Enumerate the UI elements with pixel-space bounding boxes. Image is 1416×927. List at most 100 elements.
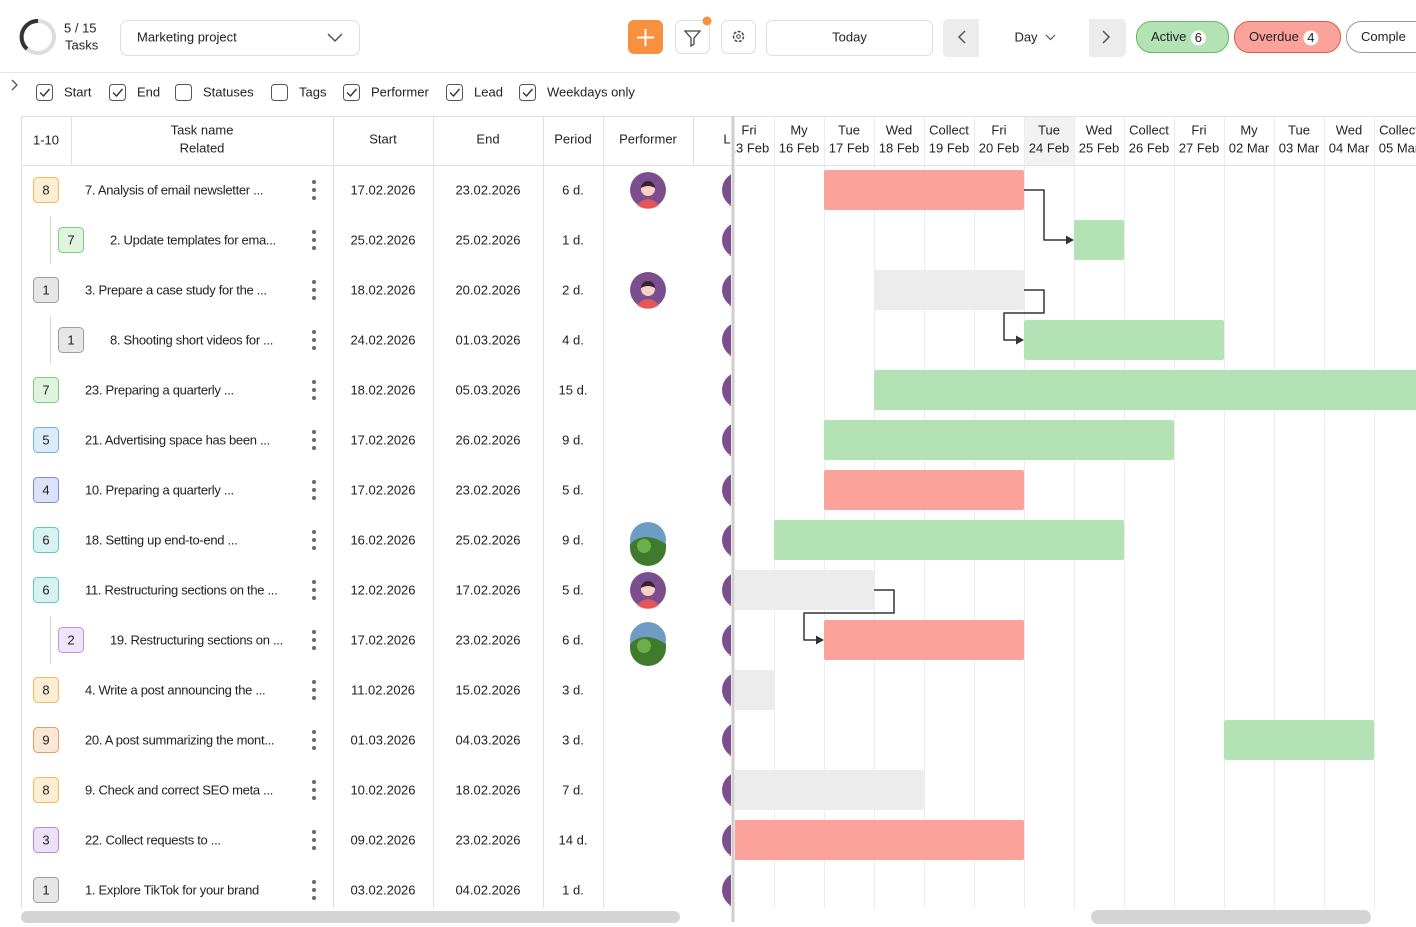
period: 5 d. [562, 582, 584, 597]
end-date: 01.03.2026 [455, 332, 520, 347]
kebab-dot [312, 546, 316, 550]
checkbox[interactable] [271, 84, 288, 101]
task-name[interactable]: 20. A post summarizing the mont... [85, 732, 275, 747]
task-bar[interactable] [824, 470, 1024, 510]
kebab-dot [312, 230, 316, 234]
avatar [722, 774, 731, 806]
end-date: 04.03.2026 [455, 732, 520, 747]
avatar-hair [641, 581, 655, 588]
day-date: 02 Mar [1229, 140, 1270, 155]
avatar [722, 874, 731, 906]
checkbox[interactable] [109, 84, 126, 101]
checkbox[interactable] [343, 84, 360, 101]
end-date: 23.02.2026 [455, 632, 520, 647]
next-icon[interactable] [1102, 30, 1111, 44]
dependency-arrow [1003, 289, 1045, 341]
task-bar[interactable] [724, 670, 774, 710]
task-name[interactable]: 23. Preparing a quarterly ... [85, 382, 234, 397]
day-weekday: Collect [1129, 122, 1169, 137]
col-header: Period [554, 131, 592, 146]
task-counter-label: Tasks [65, 37, 99, 52]
day-date: 17 Feb [829, 140, 869, 155]
scrollbar-right[interactable] [1091, 910, 1371, 924]
filter-label: Comple [1361, 29, 1406, 44]
day-weekday: Wed [1336, 122, 1363, 137]
priority-badge [33, 527, 59, 553]
day-weekday: Wed [1086, 122, 1113, 137]
checkmark [39, 88, 51, 98]
kebab-dot [312, 196, 316, 200]
start-date: 17.02.2026 [350, 182, 415, 197]
task-bar[interactable] [1024, 320, 1224, 360]
day-date: 26 Feb [1129, 140, 1169, 155]
priority-badge [33, 827, 59, 853]
scrollbar-left[interactable] [21, 911, 680, 923]
task-bar[interactable] [774, 520, 1124, 560]
task-name[interactable]: 21. Advertising space has been ... [85, 432, 270, 447]
task-bar[interactable] [874, 270, 1024, 310]
task-name[interactable]: 18. Setting up end-to-end ... [85, 532, 238, 547]
priority-badge [58, 227, 84, 253]
task-name[interactable]: 22. Collect requests to ... [85, 832, 221, 847]
prev-icon[interactable] [957, 30, 966, 44]
checkbox[interactable] [446, 84, 463, 101]
task-name[interactable]: 8. Shooting short videos for ... [110, 332, 273, 347]
priority-number: 6 [42, 532, 49, 547]
task-bar[interactable] [824, 620, 1024, 660]
avatar-body [637, 199, 659, 209]
avatar-hair [733, 731, 747, 738]
avatar [722, 474, 731, 506]
avatar-body [637, 299, 659, 309]
dependency-arrow [1024, 189, 1070, 241]
task-name[interactable]: 4. Write a post announcing the ... [85, 682, 266, 697]
filter-dot [702, 16, 712, 26]
checkbox[interactable] [175, 84, 192, 101]
task-bar[interactable] [1074, 220, 1124, 260]
checkbox[interactable] [36, 84, 53, 101]
task-name[interactable]: 10. Preparing a quarterly ... [85, 482, 234, 497]
task-bar[interactable] [824, 420, 1174, 460]
task-name[interactable]: 19. Restructuring sections on ... [110, 632, 283, 647]
collapse-icon[interactable] [11, 79, 18, 91]
today-button[interactable] [766, 20, 933, 56]
progress-arc [19, 18, 39, 51]
priority-number: 4 [42, 482, 49, 497]
task-bar[interactable] [724, 770, 924, 810]
kebab-dot [312, 288, 316, 292]
avatar-body [729, 603, 731, 607]
day-select[interactable] [979, 19, 1089, 57]
project-name: Marketing project [137, 29, 237, 44]
kebab-dot [312, 646, 316, 650]
task-bar[interactable] [724, 570, 874, 610]
checkbox[interactable] [519, 84, 536, 101]
kebab-dot [312, 246, 316, 250]
option-label: End [137, 84, 160, 99]
priority-number: 8 [42, 182, 49, 197]
task-name[interactable]: 7. Analysis of email newsletter ... [85, 182, 263, 197]
filter-button[interactable] [675, 20, 710, 54]
avatar-face [733, 382, 747, 396]
priority-badge [33, 177, 59, 203]
task-bar[interactable] [824, 170, 1024, 210]
task-name[interactable]: 11. Restructuring sections on the ... [85, 582, 278, 597]
task-bar[interactable] [724, 820, 1024, 860]
task-name[interactable]: 3. Prepare a case study for the ... [85, 282, 267, 297]
task-name[interactable]: 9. Check and correct SEO meta ... [85, 782, 273, 797]
avatar-body [729, 403, 731, 407]
filter-pill[interactable] [1346, 21, 1416, 53]
kebab-dot [312, 788, 316, 792]
filter-pill[interactable] [1136, 21, 1229, 53]
avatar-body [729, 453, 731, 457]
avatar-hair [733, 181, 747, 188]
task-name[interactable]: 2. Update templates for ema... [110, 232, 276, 247]
priority-number: 3 [42, 832, 49, 847]
kebab-dot [312, 280, 316, 284]
avatar-hair [733, 431, 747, 438]
task-bar[interactable] [1224, 720, 1374, 760]
priority-number: 1 [42, 882, 49, 897]
task-bar[interactable] [874, 370, 1416, 410]
avatar-face [733, 232, 747, 246]
task-name[interactable]: 1. Explore TikTok for your brand [85, 882, 259, 897]
settings-button[interactable] [721, 20, 756, 54]
project-select[interactable] [120, 20, 360, 56]
